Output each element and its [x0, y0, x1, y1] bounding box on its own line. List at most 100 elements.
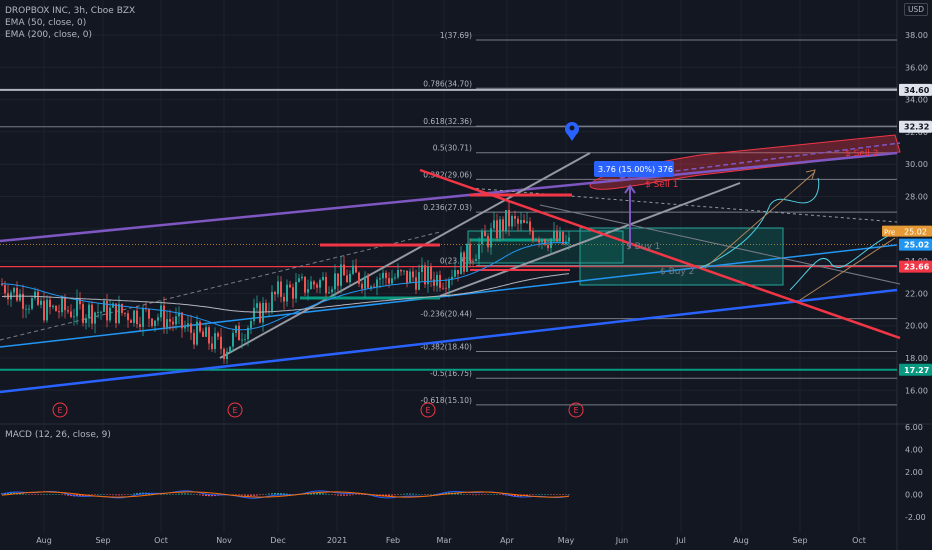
price-tick-8: 22.00 — [905, 289, 928, 298]
macd-hist-bar — [100, 494, 102, 495]
candle-body — [463, 252, 465, 272]
projection-arrowhead — [805, 169, 816, 180]
candle-body — [358, 272, 360, 284]
candle-body — [478, 244, 480, 260]
symbol-title[interactable]: DROPBOX INC, 3h, Cboe BZX — [5, 6, 136, 16]
candle-body — [214, 333, 216, 350]
macd-hist-bar — [382, 494, 384, 497]
candle-body — [484, 231, 486, 237]
pre-price: 25.02 — [904, 228, 927, 237]
macd-hist-bar — [415, 493, 417, 495]
macd-hist-bar — [313, 492, 315, 495]
fib-label-1: 0.786(34.70) — [423, 79, 472, 88]
candle-body — [211, 343, 213, 350]
macd-hist-bar — [49, 494, 51, 495]
ema50-legend[interactable]: EMA (50, close, 0) — [5, 18, 87, 28]
macd-hist-bar — [82, 494, 84, 497]
candle-body — [397, 270, 399, 278]
candle-body — [43, 300, 45, 321]
macd-hist-bar — [256, 494, 258, 496]
macd-hist-bar — [466, 494, 468, 495]
candle-body — [175, 316, 177, 325]
macd-hist-bar — [259, 494, 261, 496]
currency-badge[interactable]: USD — [904, 3, 929, 16]
earnings-marker-3 — [568, 402, 584, 418]
candle-body — [136, 310, 138, 325]
ema200-legend[interactable]: EMA (200, close, 0) — [5, 30, 93, 40]
macd-hist-bar — [406, 493, 408, 495]
candle-body — [409, 271, 411, 283]
macd-hist-bar — [25, 494, 27, 495]
price-label-1: 32.32 — [904, 123, 929, 132]
macd-hist-bar — [553, 494, 555, 495]
price-label-bg-4 — [899, 363, 932, 376]
candle-body — [163, 305, 165, 328]
macd-hist-bar — [244, 494, 246, 496]
candle-body — [349, 273, 351, 283]
candle-body — [439, 274, 441, 288]
macd-hist-bar — [289, 493, 291, 495]
candle-body — [538, 239, 540, 243]
candle-body — [445, 287, 447, 289]
candle-body — [262, 302, 264, 323]
fib-label-6: 0(23.73) — [440, 256, 472, 265]
macd-hist-bar — [28, 494, 30, 495]
macd-hist-bar — [187, 493, 189, 495]
candle-body — [166, 319, 168, 328]
projection-arrow-1 — [704, 171, 816, 269]
macd-hist-bar — [400, 494, 402, 495]
candle-body — [418, 272, 420, 290]
macd-hist-bar — [43, 494, 45, 495]
ema50-line — [1, 242, 570, 331]
candle-body — [379, 278, 381, 280]
macd-hist-bar — [442, 493, 444, 495]
macd-hist-bar — [397, 494, 399, 495]
macd-hist-bar — [349, 494, 351, 496]
pre-price-bg — [899, 225, 932, 237]
candle-body — [85, 318, 87, 323]
time-tick-10: Jun — [615, 536, 629, 545]
candle-body — [325, 276, 327, 294]
macd-hist-bar — [355, 494, 357, 495]
candle-body — [253, 307, 255, 322]
buy-2-label: $ Buy 2 — [660, 267, 694, 277]
earnings-label-1: E — [232, 406, 237, 415]
macd-hist-bar — [163, 494, 165, 495]
macd-hist-bar — [112, 494, 114, 496]
pre-label: Pre — [884, 229, 895, 237]
macd-tick-0: 6.00 — [905, 423, 923, 432]
candle-body — [37, 291, 39, 305]
candle-body — [247, 327, 249, 340]
candle-body — [562, 231, 564, 245]
time-tick-11: Jul — [675, 536, 686, 545]
candle-body — [46, 299, 48, 321]
time-tick-9: May — [558, 536, 575, 545]
earnings-label-0: E — [57, 406, 62, 415]
candle-body — [382, 272, 384, 279]
macd-legend[interactable]: MACD (12, 26, close, 9) — [5, 430, 111, 440]
macd-hist-bar — [499, 494, 501, 495]
macd-hist-bar — [199, 494, 201, 496]
macd-hist-bar — [319, 492, 321, 495]
macd-tick-3: 0.00 — [905, 491, 923, 500]
time-axis: Aug Sep Oct Nov Dec 2021 Feb Mar Apr May Jun Jul Aug… — [36, 536, 866, 545]
candle-body — [199, 321, 201, 332]
candle-body — [307, 289, 309, 293]
macd-hist-bar — [40, 494, 42, 495]
candle-body — [334, 273, 336, 290]
candle-body — [160, 305, 162, 318]
macd-tick-2: 2.00 — [905, 468, 923, 477]
candle-body — [271, 292, 273, 312]
macd-hist-bar — [340, 494, 342, 496]
macd-hist-bar — [250, 494, 252, 496]
macd-hist-bar — [262, 494, 264, 495]
macd-hist-bar — [46, 494, 48, 495]
candle-body — [226, 351, 228, 360]
macd-hist-bar — [7, 492, 9, 495]
candle-body — [403, 270, 405, 272]
candle-body — [415, 277, 417, 290]
macd-hist-bar — [175, 493, 177, 495]
candle-body — [190, 323, 192, 333]
candle-body — [58, 311, 60, 313]
